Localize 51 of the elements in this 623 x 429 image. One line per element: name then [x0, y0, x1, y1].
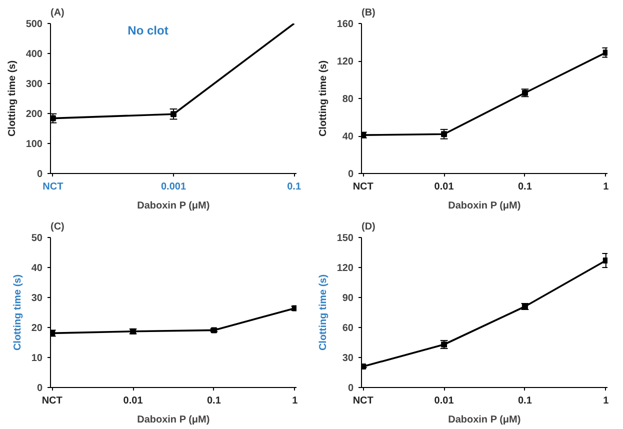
y-tick-label: 90: [342, 293, 354, 304]
x-tick-label: 0.1: [287, 182, 302, 192]
y-axis-title: Clotting time (s): [6, 60, 18, 137]
chart-title: (B): [362, 8, 376, 18]
x-tick-label: NCT: [352, 182, 374, 192]
y-tick-label: 120: [336, 263, 354, 274]
x-tick-label: NCT: [42, 396, 62, 406]
y-tick-label: 160: [336, 19, 354, 30]
x-tick-label: 0.1: [207, 396, 222, 406]
y-axis-title: Clotting time (s): [318, 60, 329, 137]
y-tick-label: 40: [31, 263, 43, 274]
y-tick-label: 40: [342, 132, 354, 142]
y-tick-label: 60: [342, 323, 354, 334]
y-tick-label: 0: [348, 169, 354, 180]
y-tick-label: 30: [31, 293, 43, 304]
y-tick-label: 500: [26, 19, 43, 30]
x-tick-label: 0.01: [123, 396, 144, 406]
x-tick-label: 1: [292, 396, 298, 406]
y-tick-label: 0: [348, 383, 354, 394]
x-tick-label: 0.001: [160, 182, 186, 192]
x-tick-label: 1: [603, 396, 610, 406]
x-tick-label: NCT: [352, 396, 374, 406]
chart-title: (C): [50, 222, 64, 232]
y-axis-title: Clotting time (s): [318, 274, 329, 351]
x-axis-title: Daboxin P (μM): [137, 414, 210, 426]
y-tick-label: 0: [36, 383, 43, 394]
x-tick-label: 0.01: [434, 396, 454, 406]
y-tick-label: 80: [342, 94, 354, 105]
x-tick-label: 0.1: [518, 182, 532, 192]
x-axis-title: Daboxin P (μM): [448, 414, 521, 426]
x-tick-label: NCT: [42, 182, 64, 192]
y-tick-label: 20: [31, 323, 43, 334]
x-tick-label: 1: [603, 182, 610, 192]
chart-title: (D): [362, 222, 376, 232]
y-tick-label: 10: [31, 353, 43, 364]
x-axis-title: Daboxin P (μM): [448, 200, 521, 212]
y-tick-label: 30: [342, 353, 354, 364]
x-tick-label: 0.1: [518, 396, 532, 406]
chart-title: (A): [50, 8, 64, 18]
annotation: No clot: [128, 24, 168, 38]
y-tick-label: 150: [336, 233, 354, 244]
y-tick-label: 400: [26, 49, 43, 60]
x-tick-label: 0.01: [434, 182, 454, 192]
y-tick-label: 200: [26, 109, 43, 120]
y-axis-title: Clotting time (s): [12, 274, 24, 351]
y-tick-label: 50: [31, 233, 43, 244]
x-axis-title: Daboxin P (μM): [137, 200, 210, 212]
y-tick-label: 100: [26, 139, 43, 150]
y-tick-label: 120: [336, 56, 354, 68]
y-tick-label: 0: [36, 169, 43, 180]
y-tick-label: 300: [26, 79, 43, 90]
